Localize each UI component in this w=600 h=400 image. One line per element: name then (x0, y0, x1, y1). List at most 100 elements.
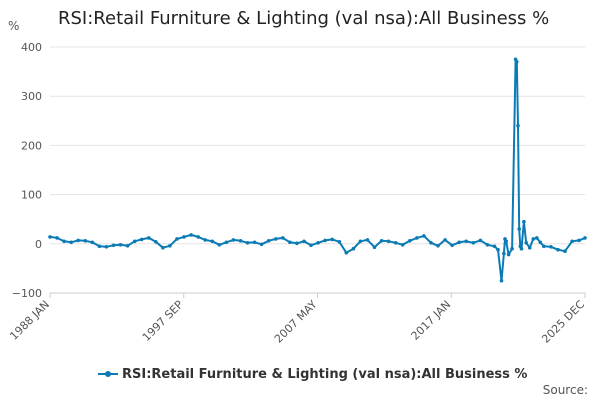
data-point (502, 251, 506, 256)
data-point (337, 240, 342, 244)
data-point (408, 239, 412, 243)
data-point (496, 247, 500, 252)
data-point (358, 239, 363, 244)
data-point (457, 240, 462, 245)
legend-swatch (98, 368, 118, 380)
data-point (132, 239, 137, 244)
data-point (203, 238, 207, 242)
data-point (111, 243, 116, 248)
data-point (83, 239, 88, 243)
data-point (538, 240, 543, 245)
data-point (231, 238, 236, 242)
y-tick-label: 300 (21, 90, 42, 103)
data-point (281, 236, 285, 240)
x-axis-ticks: 1988 JAN 1997 SEP 2007 MAY 2017 JAN 2025 DEC (7, 293, 587, 346)
x-tick-label: 1997 SEP (140, 298, 186, 344)
data-point (519, 246, 524, 251)
data-point (147, 236, 151, 240)
data-point (478, 238, 483, 243)
chart-title: RSI:Retail Furniture & Lighting (val nsa… (58, 8, 550, 29)
data-point (97, 244, 102, 249)
y-axis-ticks: 400 300 200 100 0 −100 (12, 41, 42, 300)
data-point (154, 240, 158, 244)
data-point (556, 247, 560, 252)
data-point (295, 241, 299, 246)
x-tick-label: 2017 JAN (409, 298, 454, 343)
data-point (535, 236, 539, 240)
data-point (266, 239, 271, 243)
data-point (125, 244, 130, 248)
data-point (274, 237, 278, 241)
data-point (224, 240, 229, 245)
legend-label: RSI:Retail Furniture & Lighting (val nsa… (122, 366, 528, 382)
data-point (515, 60, 519, 64)
data-point (69, 240, 73, 245)
data-point (259, 242, 264, 247)
data-point (510, 246, 514, 251)
data-point (379, 239, 384, 243)
data-point (323, 238, 327, 243)
data-point (422, 234, 426, 238)
data-point (531, 237, 536, 241)
legend[interactable]: RSI:Retail Furniture & Lighting (val nsa… (98, 365, 527, 383)
data-point (436, 244, 440, 248)
y-tick-label: 400 (21, 41, 42, 54)
data-point (517, 227, 521, 231)
y-tick-label: 200 (21, 139, 42, 152)
data-point (62, 239, 66, 244)
data-point (76, 238, 80, 243)
data-point (48, 235, 52, 239)
data-point (139, 237, 144, 242)
data-point (516, 123, 520, 128)
source-label: Source: (542, 383, 588, 397)
data-point (245, 241, 250, 245)
data-point (583, 236, 587, 240)
data-point (522, 219, 526, 224)
data-point (90, 240, 95, 245)
data-point (189, 233, 193, 237)
data-point (400, 243, 405, 247)
y-tick-label: 100 (21, 189, 42, 202)
data-point (499, 278, 504, 283)
data-point (577, 238, 581, 243)
data-point (372, 245, 377, 249)
y-tick-label: −100 (12, 287, 42, 300)
data-point (443, 238, 447, 242)
data-point (524, 241, 528, 245)
data-point (527, 245, 532, 250)
data-point (196, 235, 200, 239)
data-point (386, 239, 391, 244)
data-point (570, 239, 574, 244)
data-point (471, 241, 476, 245)
data-point (55, 236, 59, 240)
data-point (104, 245, 109, 249)
data-point (415, 236, 419, 240)
data-point (393, 241, 398, 245)
data-point (506, 252, 511, 257)
data-point (118, 243, 123, 247)
data-point (217, 243, 222, 247)
data-point (168, 244, 172, 248)
data-point (365, 238, 370, 242)
data-point (302, 239, 306, 244)
data-point (210, 239, 215, 244)
data-point (563, 249, 567, 253)
gridlines (50, 46, 585, 294)
x-tick-label: 2007 MAY (272, 298, 320, 346)
data-point (485, 243, 490, 247)
data-point (182, 235, 186, 239)
data-point (492, 244, 497, 249)
data-point (351, 246, 356, 251)
data-point (288, 240, 292, 245)
y-axis-label: % (8, 19, 19, 33)
series-points (48, 57, 587, 283)
series-line (49, 58, 586, 282)
data-point (504, 239, 509, 244)
data-point (464, 239, 469, 244)
data-point (542, 244, 546, 249)
data-point (252, 240, 257, 245)
data-point (549, 245, 553, 249)
data-point (450, 243, 454, 248)
x-tick-label: 2025 DEC (539, 298, 587, 346)
